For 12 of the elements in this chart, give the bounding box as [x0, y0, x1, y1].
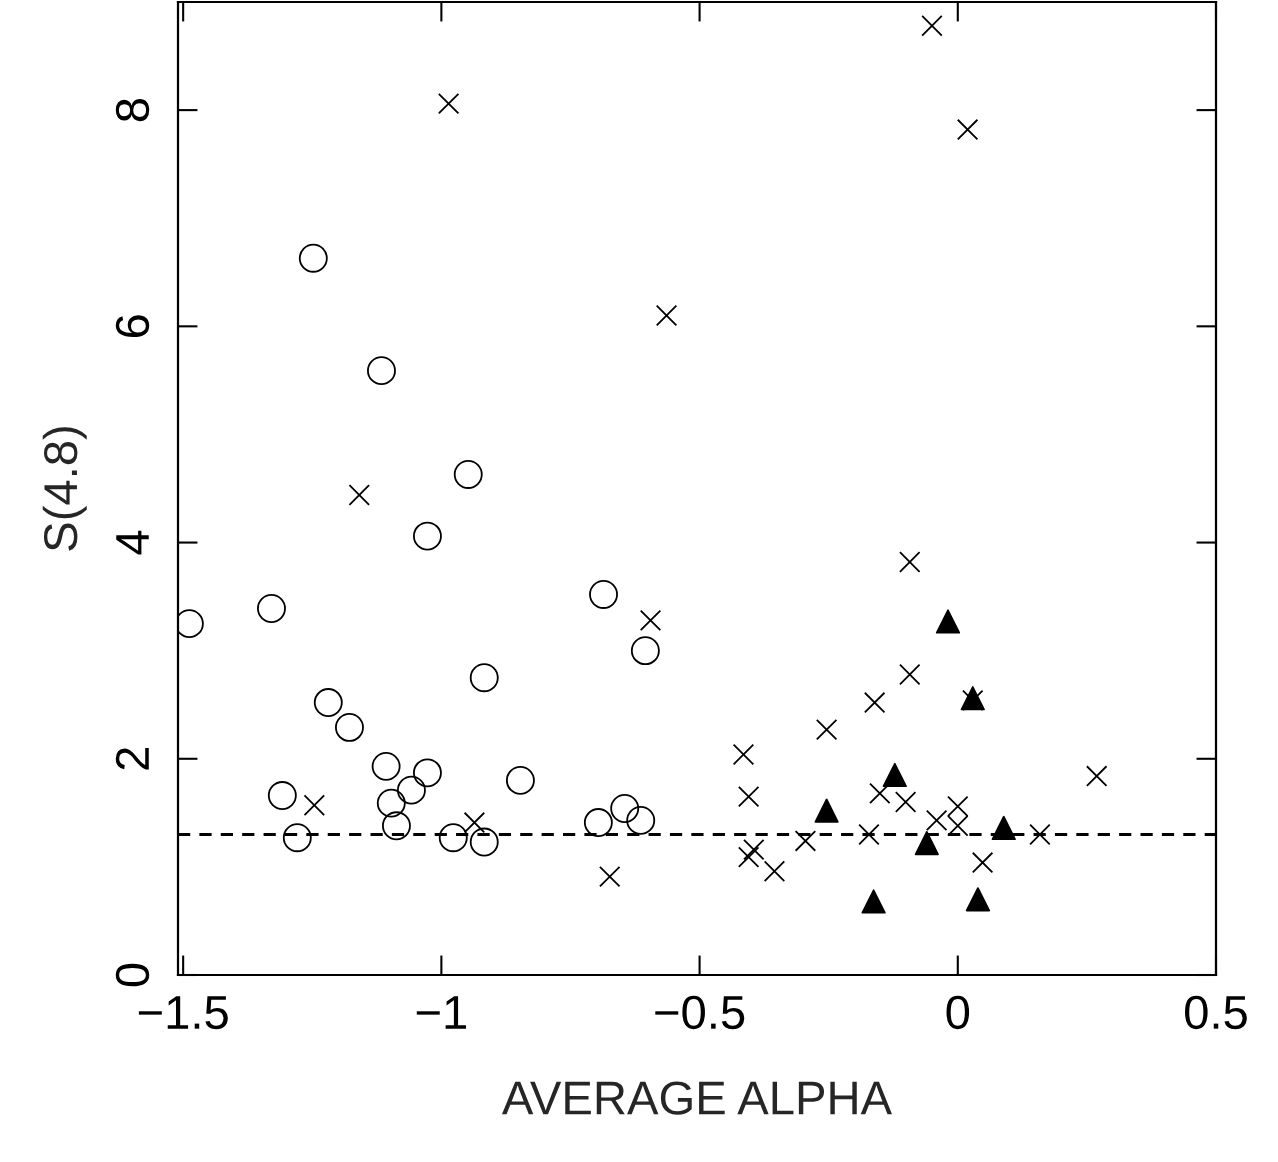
x-tick-label: −0.5 — [655, 995, 745, 1030]
x-tick-label: −1 — [416, 996, 466, 1029]
y-tick-label: 2 — [115, 748, 149, 770]
y-tick-label: 4 — [116, 530, 149, 555]
x-tick-label: 0 — [946, 995, 970, 1030]
y-tick-label: 8 — [115, 99, 150, 122]
x-axis-title: AVERAGE ALPHA — [501, 1081, 893, 1115]
y-axis-title: S(4.8) — [42, 427, 87, 551]
y-tick-label: 6 — [115, 315, 150, 338]
x-tick-label: 0.5 — [1185, 995, 1247, 1030]
x-tick-label: −1.5 — [138, 996, 228, 1030]
y-tick-label: 0 — [115, 963, 150, 987]
